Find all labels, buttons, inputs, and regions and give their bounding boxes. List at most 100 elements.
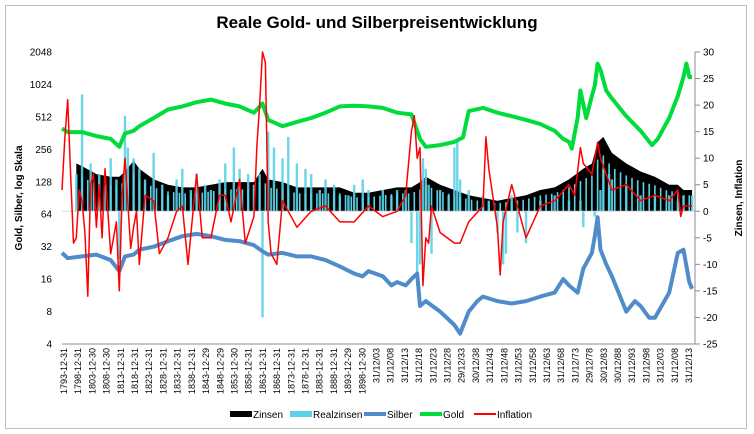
realzinsen-bar [599, 190, 602, 212]
realzinsen-bar [92, 182, 95, 212]
x-tick-label: 1888-12-31 [329, 348, 339, 394]
realzinsen-bar [553, 195, 556, 212]
realzinsen-bar [81, 177, 83, 212]
x-tick-label: 31/12/48 [499, 348, 509, 383]
realzinsen-bar [671, 191, 673, 212]
realzinsen-bar [118, 211, 121, 260]
realzinsen-bar [324, 179, 327, 212]
realzinsen-bar [287, 190, 290, 212]
realzinsen-bar [309, 174, 313, 212]
realzinsen-bar [688, 195, 691, 212]
realzinsen-bar [476, 200, 479, 212]
realzinsen-bar [453, 195, 456, 212]
x-tick-label: 31/12/93 [627, 348, 637, 383]
realzinsen-bar [232, 147, 236, 212]
realzinsen-bar [241, 189, 244, 212]
legend-label: Silber [387, 410, 413, 421]
series-silber-line [60, 215, 694, 336]
y-left-tick-label: 4 [46, 340, 52, 351]
x-tick-label: 1808-12-30 [102, 348, 112, 394]
realzinsen-bar [642, 182, 645, 212]
realzinsen-bar [347, 195, 350, 212]
realzinsen-bar [413, 192, 416, 212]
realzinsen-bar [384, 194, 387, 212]
realzinsen-bar [459, 196, 461, 212]
x-tick-label: 1868-12-31 [272, 348, 282, 394]
x-tick-label: 1838-12-31 [187, 348, 197, 394]
x-tick-label: 31/12/23 [428, 348, 438, 383]
x-tick-label: 30/12/38 [471, 348, 481, 383]
x-tick-label: 1893-12-29 [343, 348, 353, 394]
realzinsen-bar [665, 190, 668, 212]
realzinsen-bar [379, 195, 381, 212]
chart-title: Reale Gold- und Silberpreisentwicklung [216, 13, 537, 32]
realzinsen-bar [591, 175, 593, 212]
series-realzinsen [75, 94, 694, 318]
x-tick-label: 1878-12-31 [301, 348, 311, 394]
y-left-tick-label: 16 [41, 275, 53, 286]
y-right-tick-label: -15 [703, 286, 718, 297]
x-axis: 1793-12-31 1798-12-31 1803-12-30 1808-12-30… [59, 348, 694, 394]
plot-area [60, 51, 695, 336]
realzinsen-bar [293, 192, 295, 212]
realzinsen-bar [516, 211, 519, 233]
realzinsen-bar [470, 199, 473, 212]
x-tick-label: 1803-12-30 [87, 348, 97, 394]
realzinsen-bar [178, 192, 181, 212]
realzinsen-bar [361, 179, 364, 212]
x-tick-label: 31/12/58 [528, 348, 538, 383]
y-right-tick-label: -5 [703, 233, 712, 244]
x-tick-label: 1823-12-31 [144, 348, 154, 394]
realzinsen-bar [155, 188, 158, 212]
realzinsen-bar [458, 179, 462, 212]
realzinsen-bar [367, 197, 370, 212]
x-tick-label: 31/12/13 [400, 348, 410, 383]
realzinsen-bar [668, 195, 671, 212]
legend-item-gold: Gold [420, 410, 464, 421]
y-left-tick-label: 2048 [30, 48, 53, 59]
x-tick-label: 31/12/53 [514, 348, 524, 383]
y-left-tick-label: 1024 [30, 80, 53, 91]
realzinsen-bar [568, 187, 570, 212]
realzinsen-bar [195, 193, 198, 212]
legend-swatch [230, 411, 252, 417]
realzinsen-bar [614, 169, 616, 212]
x-tick-label: 1813-12-31 [116, 348, 126, 394]
realzinsen-bar [104, 184, 106, 212]
x-tick-label: 1828-12-31 [158, 348, 168, 394]
x-tick-label: 1843-12-29 [201, 348, 211, 394]
realzinsen-bar [556, 192, 559, 212]
realzinsen-bar [456, 142, 459, 212]
legend-swatch [290, 411, 312, 417]
x-tick-label: 1833-12-31 [173, 348, 183, 394]
realzinsen-bar [447, 193, 450, 212]
realzinsen-bar [152, 152, 155, 212]
realzinsen-bar [175, 179, 178, 212]
realzinsen-bar [654, 185, 656, 212]
x-tick-label: 31/12/03 [656, 348, 666, 383]
realzinsen-bar [327, 193, 330, 212]
realzinsen-bar [533, 196, 536, 212]
realzinsen-bar [339, 193, 341, 212]
realzinsen-bar [161, 189, 164, 212]
x-tick-label: 1863-12-31 [258, 348, 268, 394]
realzinsen-bar [625, 175, 628, 212]
series-inflation-line [61, 51, 693, 297]
x-tick-label: 31/12/43 [485, 348, 495, 383]
y-right-tick-label: -10 [703, 260, 718, 271]
realzinsen-bar [287, 136, 290, 212]
realzinsen-bar [310, 193, 312, 212]
realzinsen-bar [573, 184, 576, 212]
legend-label: Realzinsen [313, 410, 362, 421]
x-tick-label: 1898-12-30 [357, 348, 367, 394]
realzinsen-bar [381, 190, 384, 212]
realzinsen-bar [298, 193, 301, 212]
realzinsen-bar [321, 193, 324, 212]
realzinsen-bar [528, 198, 530, 212]
legend-item-realzinsen: Realzinsen [290, 410, 362, 421]
realzinsen-bar [690, 195, 694, 212]
series-gold-line [60, 61, 693, 151]
realzinsen-bar [344, 194, 347, 212]
realzinsen-bar [207, 191, 209, 212]
y-left-tick-label: 256 [35, 145, 52, 156]
